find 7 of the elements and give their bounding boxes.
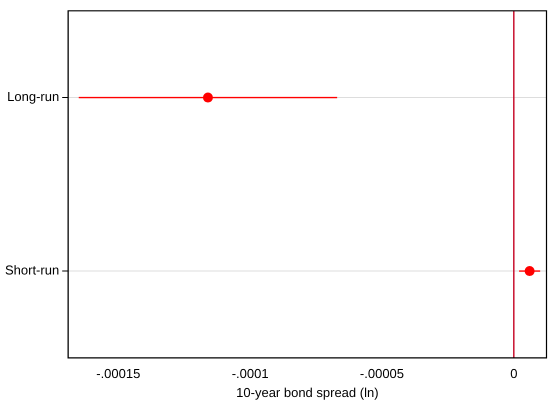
x-axis-title: 10-year bond spread (ln)	[236, 384, 379, 400]
x-tick-label: -.00005	[360, 366, 404, 382]
x-tick-label: 0	[510, 366, 518, 382]
x-tick-label: -.00015	[96, 366, 140, 382]
x-tick-label: -.0001	[232, 366, 269, 382]
y-tick-label: Long-run	[7, 89, 60, 104]
y-tick-label: Short-run	[4, 262, 60, 278]
